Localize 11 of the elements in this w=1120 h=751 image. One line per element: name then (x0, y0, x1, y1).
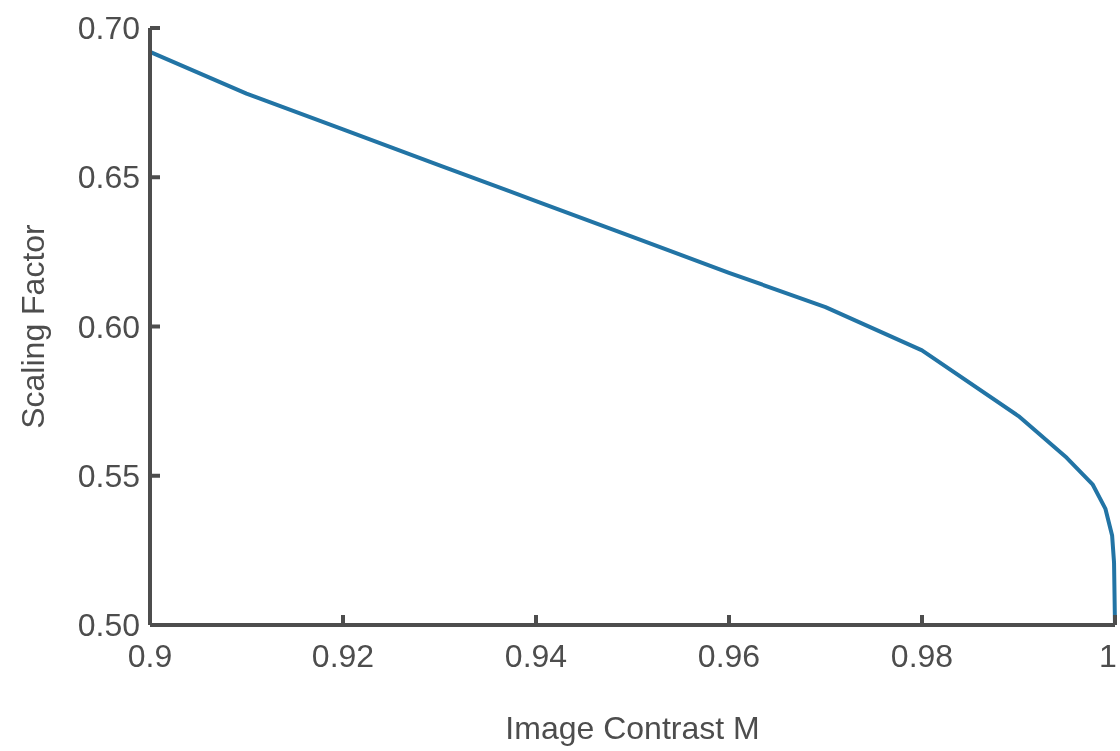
x-tick-label: 0.96 (697, 638, 761, 674)
y-tick-label: 0.60 (77, 308, 140, 345)
x-tick-label: 1 (1099, 638, 1117, 674)
x-axis-title: Image Contrast M (505, 710, 760, 746)
x-tick-label: 0.92 (311, 638, 375, 674)
y-tick-label: 0.65 (77, 159, 140, 196)
x-tick-label: 0.98 (890, 638, 954, 674)
y-tick-label: 0.55 (77, 457, 140, 494)
x-tick-label: 0.94 (504, 638, 568, 674)
y-axis-title: Scaling Factor (15, 223, 51, 429)
y-tick-label: 0.70 (77, 10, 140, 46)
